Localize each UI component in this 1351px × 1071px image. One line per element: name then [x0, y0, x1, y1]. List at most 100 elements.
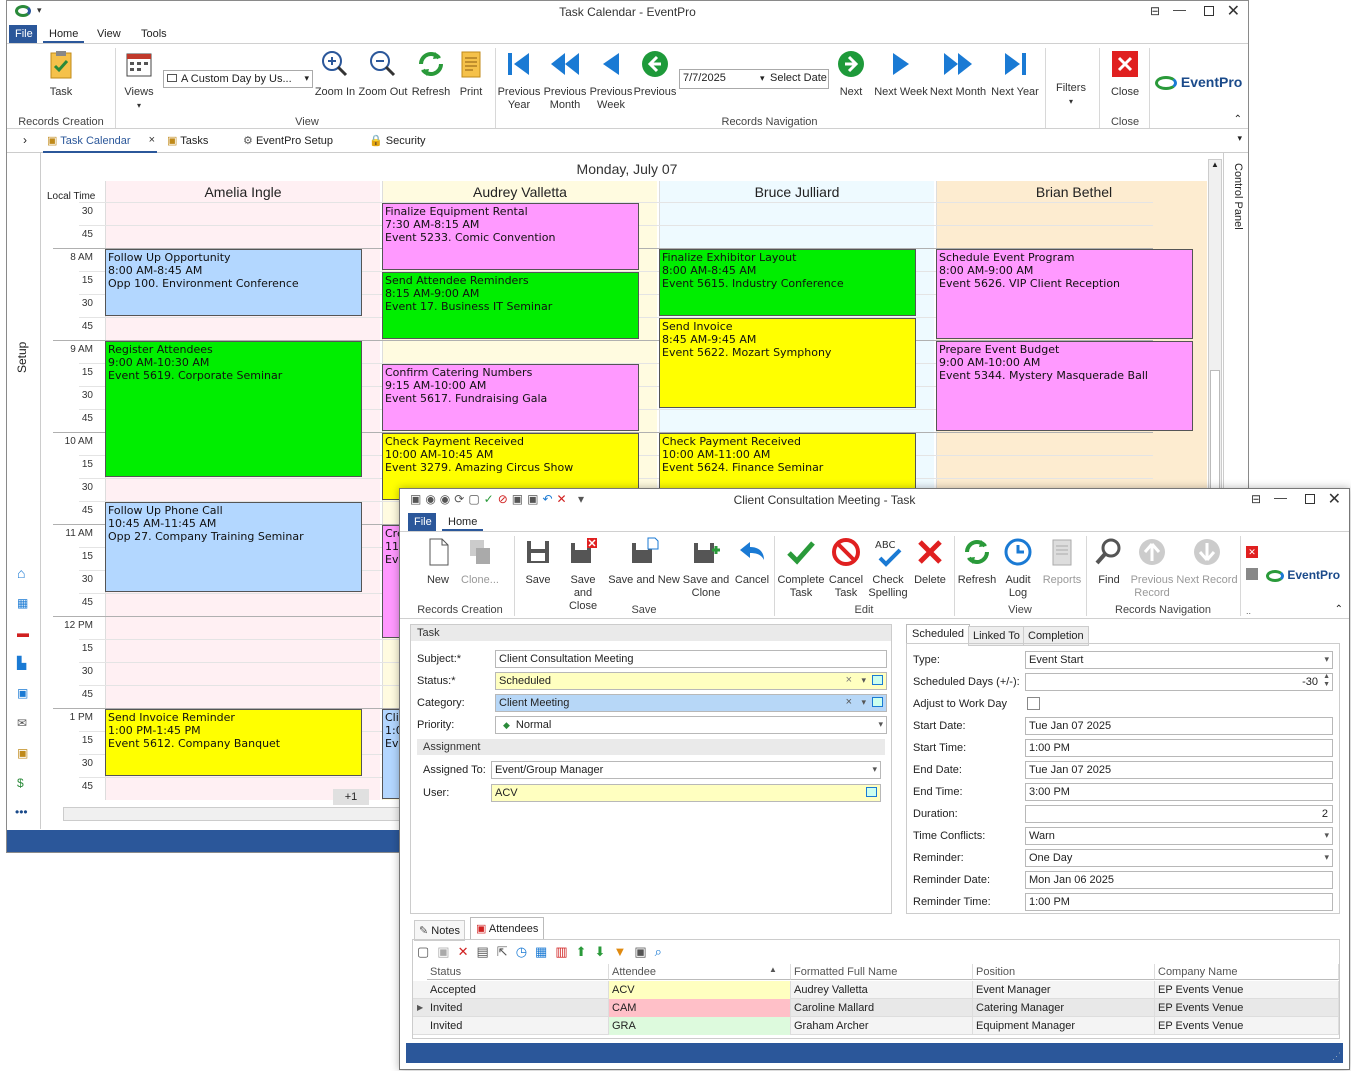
sched-field[interactable]: 1:00 PM — [1025, 893, 1333, 911]
collapse-ribbon-icon[interactable]: ⌃ — [1233, 114, 1242, 125]
resize-grip-icon[interactable]: ⋰ — [1332, 1051, 1341, 1061]
priority-field[interactable]: ◆ Normal ▾ — [495, 716, 887, 734]
qat-dropdown-icon[interactable]: ▾ — [37, 5, 42, 15]
tabs-dropdown-icon[interactable]: ▾ — [1237, 133, 1242, 143]
sched-field[interactable]: Warn ▾ — [1025, 827, 1333, 845]
sched-field[interactable]: 2 — [1025, 805, 1333, 823]
check-spelling-button[interactable]: ABC Check Spelling — [866, 536, 910, 600]
close-button[interactable]: Close — [1105, 48, 1145, 99]
calendar-hscroll[interactable] — [63, 807, 403, 821]
save-and-close-button[interactable]: Save and Close — [560, 536, 606, 613]
save-and-clone-button[interactable]: Save and Clone — [680, 536, 732, 600]
previous-record-button[interactable]: Previous Record — [1130, 536, 1174, 600]
expand-sidebar-icon[interactable]: › — [23, 133, 27, 147]
grid-header[interactable]: Company Name — [1155, 964, 1339, 980]
search-icon[interactable]: ⌕ — [654, 944, 670, 959]
zoom-out-button[interactable]: Zoom Out — [357, 48, 409, 99]
more-events-badge[interactable]: +1 — [333, 789, 369, 805]
calendar-event[interactable]: Schedule Event Program 8:00 AM-9:00 AM Eve… — [936, 249, 1193, 339]
tab-completion[interactable]: Completion — [1023, 626, 1089, 646]
cancel-button[interactable]: Cancel — [732, 536, 772, 587]
reports-button[interactable]: Reports — [1040, 536, 1084, 587]
dropdown-arrow-icon[interactable]: ▾ — [861, 697, 866, 707]
calendar-icon[interactable]: ▦ — [17, 596, 29, 610]
calendar-event[interactable]: Finalize Equipment Rental 7:30 AM-8:15 AM… — [382, 203, 639, 270]
next-button[interactable]: Next — [831, 48, 871, 99]
adjust-work-day-checkbox[interactable] — [1027, 697, 1040, 710]
calendar-event[interactable]: Confirm Catering Numbers 9:15 AM-10:00 AM… — [382, 364, 639, 431]
next-year-button[interactable]: Next Year — [989, 48, 1041, 99]
close-icon[interactable]: ✕ — [1327, 491, 1341, 508]
mail-icon[interactable]: ✉ — [17, 716, 28, 730]
maximize-icon[interactable] — [1305, 494, 1315, 504]
refresh-record-button[interactable]: Refresh — [956, 536, 998, 587]
calendar-event[interactable]: Send Invoice 8:45 AM-9:45 AM Event 5622. M… — [659, 318, 916, 408]
previous-week-button[interactable]: Previous Week — [589, 48, 633, 112]
clear-icon[interactable]: × — [845, 674, 852, 686]
sched-field[interactable]: Tue Jan 07 2025 — [1025, 717, 1333, 735]
tab-attendees[interactable]: ▣ Attendees — [470, 917, 545, 939]
app-logo-icon[interactable] — [15, 5, 31, 17]
task-clipboard-icon[interactable]: ▣ — [17, 746, 29, 760]
close-icon[interactable]: ✕ — [1226, 3, 1240, 20]
status-field[interactable]: Scheduled × ▾ — [495, 672, 887, 690]
minimize-icon[interactable]: — — [1173, 2, 1186, 17]
columns-icon[interactable]: ▣ — [634, 944, 655, 959]
history-icon[interactable]: ◷ — [515, 944, 536, 959]
print-button[interactable]: Print — [453, 48, 489, 99]
grid-header[interactable]: Position — [973, 964, 1155, 980]
more-icon[interactable]: ••• — [15, 805, 28, 819]
calendar-event[interactable]: Follow Up Phone Call 10:45 AM-11:45 AM Opp… — [105, 502, 362, 592]
tab-tasks[interactable]: ▣ Tasks — [163, 131, 212, 150]
zoom-in-button[interactable]: Zoom In — [313, 48, 357, 99]
layout-icon[interactable]: ▤ — [476, 944, 497, 959]
find-button[interactable]: Find — [1090, 536, 1128, 587]
cancel-task-button[interactable]: Cancel Task — [826, 536, 866, 600]
sched-field[interactable]: One Day ▾ — [1025, 849, 1333, 867]
menu-tools[interactable]: Tools — [141, 28, 167, 40]
filter-icon[interactable]: ▼ — [613, 944, 635, 959]
money-icon[interactable]: $ — [17, 776, 24, 790]
lookup-icon[interactable] — [872, 697, 883, 707]
menu-file[interactable]: File — [9, 25, 37, 43]
move-down-icon[interactable]: ⬇ — [594, 944, 614, 959]
sched-field[interactable]: Mon Jan 06 2025 — [1025, 871, 1333, 889]
next-month-button[interactable]: Next Month — [929, 48, 987, 99]
qat-icons[interactable]: ▣◉◉⟳▢✓⊘▣▣↶✕ ▾ — [410, 492, 588, 506]
task-menu-file[interactable]: File — [408, 513, 436, 531]
previous-month-button[interactable]: Previous Month — [543, 48, 587, 112]
minimize-icon[interactable]: — — [1274, 490, 1287, 505]
maximize-icon[interactable] — [1204, 6, 1214, 16]
bed-icon[interactable]: ▬ — [17, 626, 29, 640]
dropdown-arrow-icon[interactable]: ▾ — [861, 675, 866, 685]
restore-layout-icon[interactable]: ⊟ — [1149, 4, 1160, 18]
menu-home[interactable]: Home — [43, 25, 85, 43]
export-icon[interactable]: ⇱ — [496, 944, 516, 959]
next-week-button[interactable]: Next Week — [873, 48, 929, 99]
contact-icon[interactable]: ▣ — [17, 686, 29, 700]
audit-log-button[interactable]: Audit Log — [998, 536, 1038, 600]
scroll-up-icon[interactable]: ▲ — [1211, 160, 1219, 169]
spinner-icon[interactable]: ▲ ▼ — [1323, 673, 1330, 688]
view-select[interactable]: A Custom Day by Us... ▾ — [163, 70, 313, 88]
calendar-event[interactable]: Finalize Exhibitor Layout 8:00 AM-8:45 AM… — [659, 249, 916, 316]
calendar-event[interactable]: Send Invoice Reminder 1:00 PM-1:45 PM Even… — [105, 709, 362, 776]
clone-button[interactable]: Clone... — [458, 536, 502, 587]
previous-button[interactable]: Previous — [633, 48, 677, 99]
close-tab-icon[interactable]: × — [148, 134, 155, 146]
delete-button[interactable]: Delete — [910, 536, 950, 587]
home-icon[interactable]: ⌂ — [17, 565, 26, 581]
category-field[interactable]: Client Meeting × ▾ — [495, 694, 887, 712]
sched-field[interactable]: -30 ▲ ▼ — [1025, 673, 1333, 691]
more-options-icon[interactable]: .. — [1246, 606, 1252, 616]
calendar-event[interactable]: Register Attendees 9:00 AM-10:30 AM Event … — [105, 341, 362, 477]
grid-header[interactable]: Status — [427, 964, 609, 980]
tab-notes[interactable]: ✎ Notes — [414, 920, 466, 941]
grid-header[interactable]: Formatted Full Name — [791, 964, 973, 980]
new-task-button[interactable]: Task — [43, 48, 79, 99]
complete-task-button[interactable]: Complete Task — [776, 536, 826, 600]
menu-view[interactable]: View — [97, 28, 121, 40]
save-button[interactable]: Save — [518, 536, 558, 587]
tab-scheduled[interactable]: Scheduled — [906, 624, 970, 643]
new-button[interactable]: New — [420, 536, 456, 587]
